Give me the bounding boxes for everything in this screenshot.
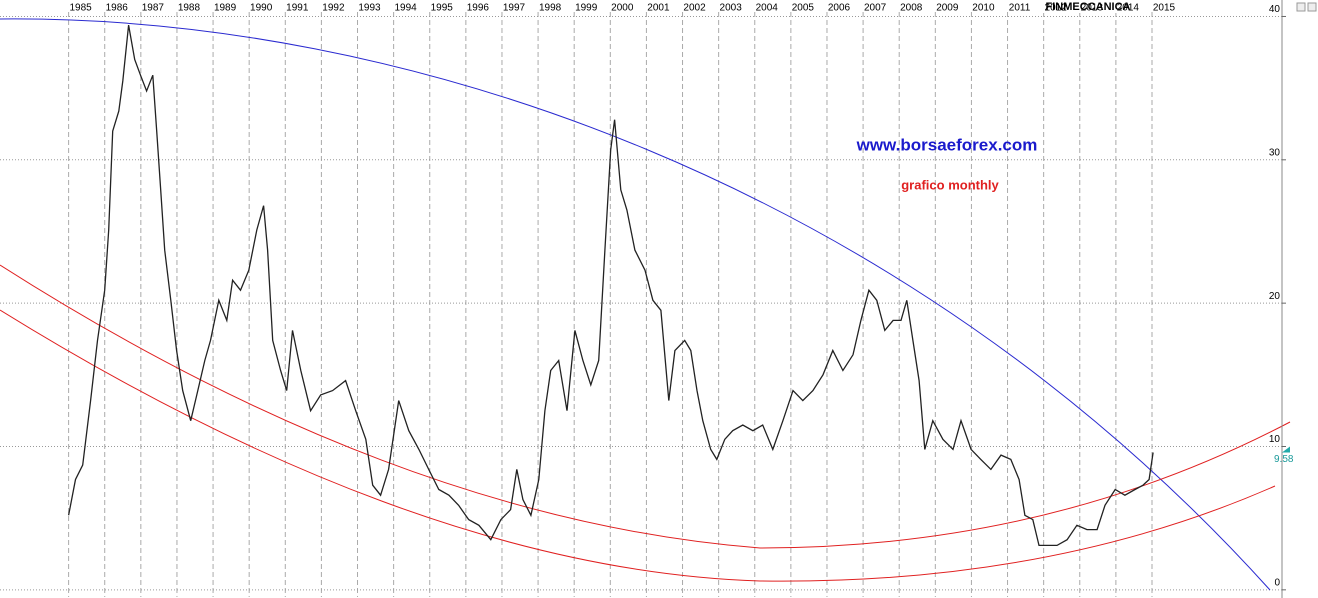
x-tick-label: 2011: [1009, 3, 1031, 14]
x-tick-label: 2009: [936, 3, 959, 14]
x-tick-label: 1995: [431, 3, 454, 14]
x-tick-label: 1987: [142, 3, 165, 14]
x-tick-label: 2002: [683, 3, 706, 14]
x-tick-label: 1986: [106, 3, 129, 14]
x-tick-label: 2004: [756, 3, 779, 14]
trend-arc: [0, 18, 1271, 591]
last-price-label: 9.58: [1274, 454, 1294, 465]
x-tick-label: 1994: [395, 3, 418, 14]
y-tick-label: 0: [1274, 577, 1280, 588]
trend-arc: [0, 309, 1276, 582]
last-price-marker: [1282, 446, 1290, 453]
y-tick-label: 30: [1269, 147, 1281, 158]
x-tick-label: 1985: [69, 3, 92, 14]
x-tick-label: 1996: [467, 3, 490, 14]
x-tick-label: 1992: [322, 3, 345, 14]
y-tick-label: 20: [1269, 291, 1281, 302]
annotation: www.borsaeforex.com: [856, 135, 1038, 154]
title-box: [1038, 0, 1138, 13]
plot: [67, 24, 1154, 547]
x-tick-label: 1990: [250, 3, 273, 14]
price-line: [67, 24, 1154, 547]
x-tick-label: 1993: [358, 3, 381, 14]
x-tick-label: 2006: [828, 3, 851, 14]
y-tick-label: 10: [1269, 434, 1281, 445]
x-tick-label: 2012: [1045, 3, 1068, 14]
x-tick-label: 2013: [1081, 3, 1104, 14]
x-tick-label: 1997: [503, 3, 526, 14]
x-tick-label: 2014: [1117, 3, 1140, 14]
grid: [0, 12, 1282, 597]
trend-arc: [0, 264, 1291, 549]
x-tick-label: 2005: [792, 3, 815, 14]
x-tick-label: 1991: [286, 3, 309, 14]
x-tick-label: 2008: [900, 3, 923, 14]
y-tick-label: 40: [1269, 4, 1281, 15]
window-button[interactable]: [1307, 2, 1317, 12]
x-tick-label: 2000: [611, 3, 634, 14]
x-tick-label: 2010: [972, 3, 995, 14]
annotation: grafico monthly: [901, 177, 999, 192]
x-tick-label: 1999: [575, 3, 598, 14]
x-tick-label: 1988: [178, 3, 201, 14]
window-button[interactable]: [1296, 2, 1306, 12]
x-tick-label: 1989: [214, 3, 237, 14]
x-tick-label: 2003: [720, 3, 743, 14]
x-tick-label: 1998: [539, 3, 562, 14]
chart-title: FINMECCANICA: [1046, 1, 1131, 13]
x-tick-label: 2015: [1153, 3, 1176, 14]
x-tick-label: 2007: [864, 3, 887, 14]
x-tick-label: 2001: [647, 3, 670, 14]
